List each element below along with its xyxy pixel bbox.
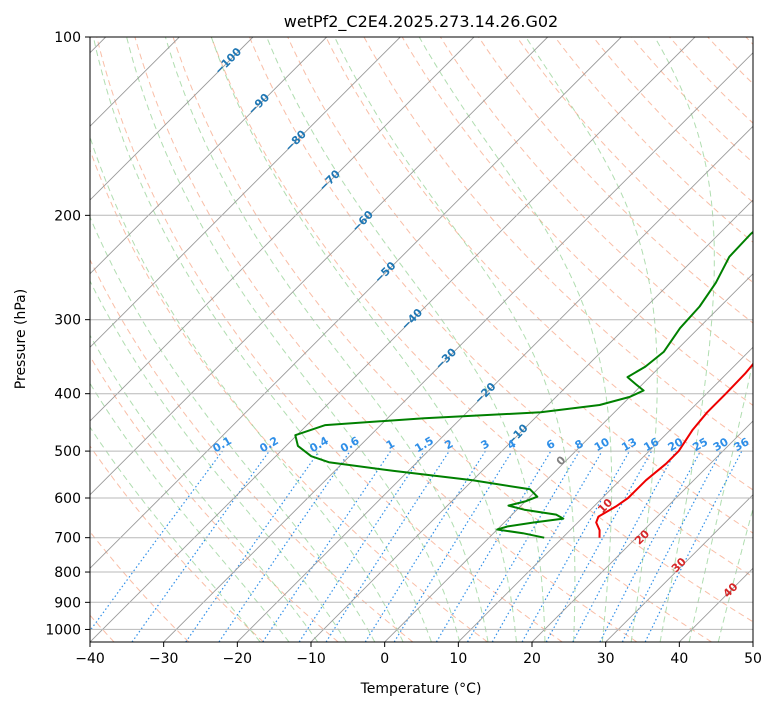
moist-adiabat-line <box>334 37 576 642</box>
mixing-ratio-line <box>572 450 677 642</box>
dry-adiabat-line <box>325 37 753 491</box>
mixing-ratio-line <box>325 450 450 642</box>
x-axis-ticks: −40 −30 −20 −10 0 10 20 30 40 50 <box>75 642 762 667</box>
isotherm-line <box>90 37 549 496</box>
dry-adiabat-line <box>287 37 753 534</box>
moist-adiabat-line <box>90 215 376 642</box>
x-tick-label: 50 <box>744 651 762 667</box>
moist-adiabat-line <box>90 382 290 642</box>
x-tick-label: −30 <box>149 651 179 667</box>
moist-adiabat-line <box>654 37 715 642</box>
dry-adiabat-line <box>90 355 339 642</box>
y-axis-title: Pressure (hPa) <box>13 289 29 389</box>
isotherm-line <box>310 199 753 642</box>
moist-adiabat-line <box>266 37 546 642</box>
chart-title: wetPf2_C2E4.2025.273.14.26.G02 <box>284 12 558 32</box>
moist-adiabat-line <box>688 358 753 642</box>
dry-adiabat-line <box>210 37 753 623</box>
y-tick-label: 100 <box>54 30 81 46</box>
profile-lines <box>294 230 753 539</box>
y-tick-label: 700 <box>54 531 81 547</box>
moist-adiabat-line <box>164 37 489 642</box>
y-tick-label: 900 <box>54 595 81 611</box>
x-tick-label: 10 <box>449 651 467 667</box>
background-lines <box>90 37 753 642</box>
mixing-ratio-line <box>393 450 513 642</box>
y-tick-label: 400 <box>54 387 81 403</box>
y-tick-label: 600 <box>54 491 81 507</box>
isotherm-line <box>605 494 753 642</box>
isotherm-line <box>90 37 475 422</box>
moist-adiabat-line <box>126 37 461 642</box>
isotherm-line <box>384 273 753 642</box>
moist-adiabat-line <box>90 426 261 642</box>
isotherm-line <box>90 37 696 642</box>
x-tick-label: 40 <box>670 651 688 667</box>
x-axis-title: Temperature (°C) <box>360 681 482 697</box>
dry-adiabat-line <box>516 37 753 284</box>
moist-adiabat-line <box>717 506 753 642</box>
y-tick-label: 500 <box>54 444 81 460</box>
plot-frame <box>89 36 754 643</box>
moist-adiabat-line <box>90 135 404 642</box>
isotherm-line <box>457 346 753 642</box>
x-tick-label: 30 <box>597 651 615 667</box>
mixing-ratio-line <box>644 450 743 642</box>
isotherm-line <box>90 37 622 569</box>
isotherm-line <box>163 52 753 642</box>
moist-adiabat-line <box>92 37 432 642</box>
moist-adiabat-line <box>418 37 613 642</box>
isotherm-line <box>90 37 328 275</box>
mixing-ratio-line <box>185 450 320 642</box>
y-tick-label: 300 <box>54 313 81 329</box>
isotherm-line <box>531 420 753 642</box>
mixing-ratio-line <box>90 450 223 632</box>
x-tick-label: 20 <box>523 651 541 667</box>
mixing-ratio-line <box>131 450 270 642</box>
y-tick-label: 200 <box>54 208 81 224</box>
y-tick-label: 800 <box>54 565 81 581</box>
isotherm-line <box>236 125 753 642</box>
x-tick-label: −10 <box>296 651 326 667</box>
dry-adiabat-line <box>90 258 414 642</box>
mixing-ratio-line <box>521 450 631 642</box>
mixing-ratio-line <box>218 450 351 642</box>
mixing-ratio-line <box>298 450 425 642</box>
dry-adiabat-line <box>90 445 264 642</box>
x-tick-label: 0 <box>380 651 389 667</box>
moist-adiabat-line <box>90 334 319 642</box>
y-axis-ticks: 100 200 300 400 500 600 700 800 900 1000 <box>45 30 90 638</box>
moist-adiabat-line <box>525 37 658 642</box>
mixing-ratio-line <box>545 450 653 642</box>
mixing-ratio-line <box>262 450 392 642</box>
y-tick-label: 1000 <box>45 622 81 638</box>
dry-adiabat-line <box>96 37 563 642</box>
temperature-profile-line <box>595 362 753 538</box>
x-tick-label: −40 <box>75 651 105 667</box>
dewpoint-profile-line <box>294 230 753 539</box>
moist-adiabat-line <box>210 37 517 642</box>
isotherm-line <box>90 37 254 201</box>
dry-adiabat-line <box>249 37 753 578</box>
isotherm-line <box>90 37 401 348</box>
dry-adiabat-line <box>172 37 712 642</box>
x-tick-label: −20 <box>223 651 253 667</box>
